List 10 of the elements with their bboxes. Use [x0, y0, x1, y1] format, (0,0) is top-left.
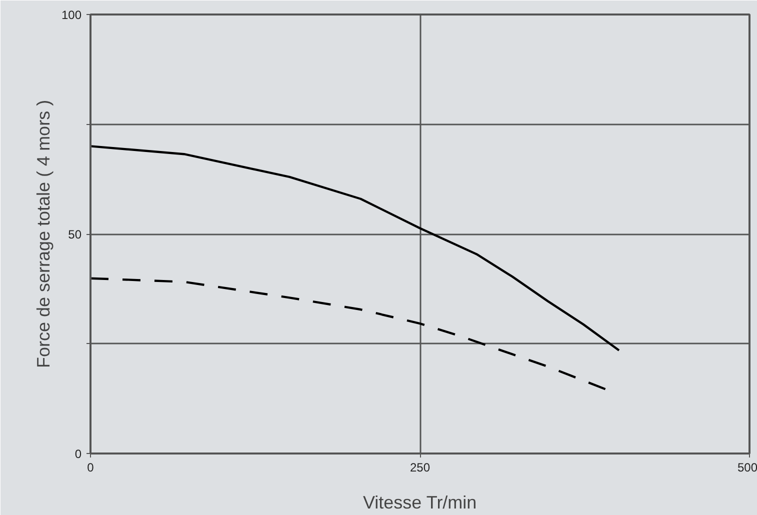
y-axis-title: Force de serrage totale ( 4 mors ) — [33, 100, 54, 368]
y-tick-label: 50 — [68, 228, 82, 242]
x-tick-label: 0 — [87, 460, 94, 474]
line-series — [90, 145, 620, 352]
y-tick-label: 100 — [61, 8, 82, 22]
x-axis-title: Vitesse Tr/min — [362, 492, 477, 512]
y-tick-label: 0 — [74, 447, 82, 461]
x-tick-label: 250 — [410, 460, 430, 474]
x-tick-label: 500 — [737, 460, 757, 474]
line-series — [90, 277, 608, 391]
